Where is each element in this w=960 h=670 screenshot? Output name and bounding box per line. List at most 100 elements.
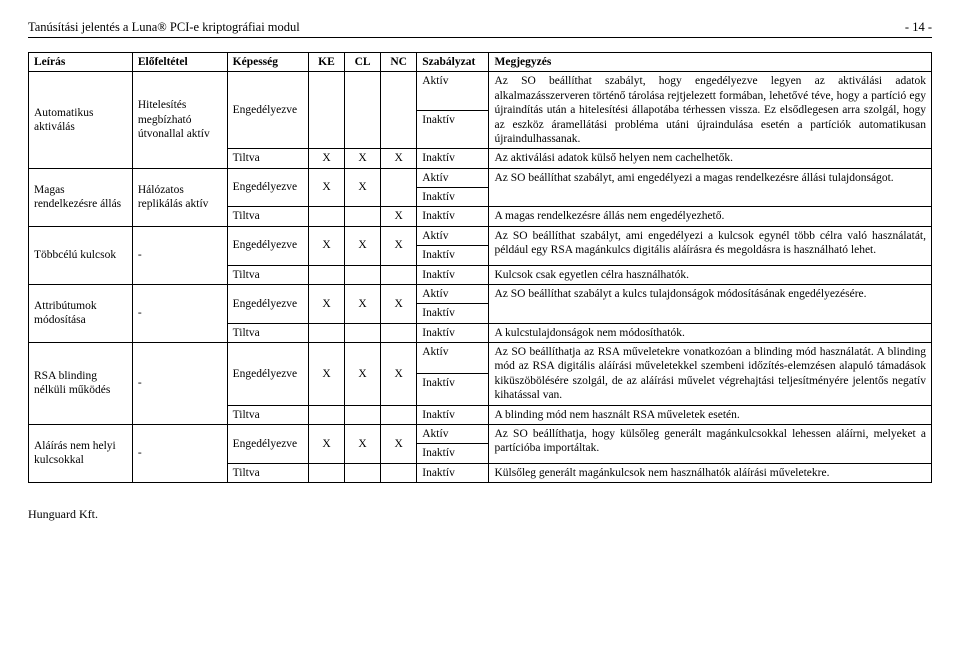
cell-megj: A kulcstulajdonságok nem módosíthatók. <box>489 323 932 342</box>
cell-leiras: Aláírás nem helyi kulcsokkal <box>29 424 133 482</box>
table-row: Attribútumok módosítása - Engedélyezve X… <box>29 284 932 303</box>
cell-szab: Inaktív <box>417 323 489 342</box>
cell-kep: Tiltva <box>227 323 308 342</box>
cell-cl: X <box>345 226 381 265</box>
cell-leiras: Automatikus aktiválás <box>29 72 133 168</box>
cell-szab: Inaktív <box>417 149 489 168</box>
cell-elo: - <box>132 343 227 425</box>
cell-megj: A magas rendelkezésre állás nem engedély… <box>489 207 932 226</box>
col-ke: KE <box>308 53 344 72</box>
cell-ke: X <box>308 149 344 168</box>
policy-table: Leírás Előfeltétel Képesség KE CL NC Sza… <box>28 52 932 483</box>
header-left: Tanúsítási jelentés a Luna® PCI-e kripto… <box>28 20 300 35</box>
cell-szab: Inaktív <box>417 463 489 482</box>
cell-nc: X <box>381 207 417 226</box>
cell-cl: X <box>345 284 381 323</box>
col-elofeltetel: Előfeltétel <box>132 53 227 72</box>
cell-megj: Az SO beállíthatja az RSA műveletekre vo… <box>489 343 932 406</box>
cell-szab: Aktív <box>417 72 489 110</box>
cell-szab: Inaktív <box>417 405 489 424</box>
cell-megj: A blinding mód nem használt RSA művelete… <box>489 405 932 424</box>
cell-megj: Az SO beállíthat szabályt, ami engedélye… <box>489 168 932 207</box>
cell-nc <box>381 168 417 207</box>
cell-ke: X <box>308 168 344 207</box>
table-row: Automatikus aktiválás Hitelesítés megbíz… <box>29 72 932 110</box>
cell-ke: X <box>308 226 344 265</box>
cell-nc: X <box>381 284 417 323</box>
cell-elo: - <box>132 226 227 284</box>
cell-nc <box>381 72 417 149</box>
cell-kep: Engedélyezve <box>227 72 308 149</box>
cell-leiras: Magas rendelkezésre állás <box>29 168 133 226</box>
cell-leiras: RSA blinding nélküli működés <box>29 343 133 425</box>
cell-kep: Engedélyezve <box>227 226 308 265</box>
cell-szab: Aktív <box>417 424 489 443</box>
cell-kep: Tiltva <box>227 149 308 168</box>
cell-kep: Engedélyezve <box>227 343 308 406</box>
cell-leiras: Attribútumok módosítása <box>29 284 133 342</box>
cell-nc: X <box>381 149 417 168</box>
cell-nc <box>381 405 417 424</box>
cell-kep: Tiltva <box>227 463 308 482</box>
cell-ke <box>308 265 344 284</box>
cell-szab: Inaktív <box>417 265 489 284</box>
cell-ke: X <box>308 424 344 463</box>
table-row: RSA blinding nélküli működés - Engedélye… <box>29 343 932 374</box>
cell-szab: Inaktív <box>417 444 489 463</box>
cell-megj: Az aktiválási adatok külső helyen nem ca… <box>489 149 932 168</box>
cell-ke <box>308 323 344 342</box>
cell-cl <box>345 323 381 342</box>
cell-megj: Az SO beállíthat szabályt, hogy engedély… <box>489 72 932 149</box>
table-row: Magas rendelkezésre állás Hálózatos repl… <box>29 168 932 187</box>
table-row: Aláírás nem helyi kulcsokkal - Engedélye… <box>29 424 932 443</box>
col-leiras: Leírás <box>29 53 133 72</box>
cell-szab: Aktív <box>417 284 489 303</box>
cell-cl: X <box>345 168 381 207</box>
cell-nc <box>381 323 417 342</box>
cell-kep: Engedélyezve <box>227 168 308 207</box>
cell-szab: Inaktív <box>417 374 489 405</box>
cell-cl <box>345 463 381 482</box>
cell-megj: Kulcsok csak egyetlen célra használhatók… <box>489 265 932 284</box>
cell-kep: Tiltva <box>227 405 308 424</box>
cell-leiras: Többcélú kulcsok <box>29 226 133 284</box>
cell-ke: X <box>308 284 344 323</box>
cell-megj: Az SO beállíthat szabályt, ami engedélye… <box>489 226 932 265</box>
cell-szab: Inaktív <box>417 246 489 265</box>
cell-elo: - <box>132 424 227 482</box>
cell-nc: X <box>381 343 417 406</box>
col-kepesseg: Képesség <box>227 53 308 72</box>
cell-nc: X <box>381 424 417 463</box>
cell-ke <box>308 405 344 424</box>
cell-nc <box>381 265 417 284</box>
cell-elo: Hitelesítés megbízható útvonallal aktív <box>132 72 227 168</box>
cell-elo: - <box>132 284 227 342</box>
cell-ke <box>308 207 344 226</box>
cell-ke: X <box>308 343 344 406</box>
cell-cl <box>345 72 381 149</box>
cell-cl: X <box>345 343 381 406</box>
header-right: - 14 - <box>905 20 932 35</box>
cell-nc: X <box>381 226 417 265</box>
page-header: Tanúsítási jelentés a Luna® PCI-e kripto… <box>28 20 932 38</box>
cell-elo: Hálózatos replikálás aktív <box>132 168 227 226</box>
cell-cl <box>345 265 381 284</box>
cell-ke <box>308 72 344 149</box>
cell-kep: Tiltva <box>227 265 308 284</box>
cell-megj: Az SO beállíthatja, hogy külsőleg generá… <box>489 424 932 463</box>
col-megjegyzes: Megjegyzés <box>489 53 932 72</box>
cell-szab: Aktív <box>417 168 489 187</box>
cell-cl <box>345 405 381 424</box>
cell-cl <box>345 207 381 226</box>
table-header-row: Leírás Előfeltétel Képesség KE CL NC Sza… <box>29 53 932 72</box>
cell-kep: Engedélyezve <box>227 424 308 463</box>
cell-szab: Inaktív <box>417 188 489 207</box>
cell-megj: Külsőleg generált magánkulcsok nem haszn… <box>489 463 932 482</box>
cell-kep: Tiltva <box>227 207 308 226</box>
cell-cl: X <box>345 149 381 168</box>
cell-ke <box>308 463 344 482</box>
cell-szab: Aktív <box>417 343 489 374</box>
table-row: Többcélú kulcsok - Engedélyezve X X X Ak… <box>29 226 932 245</box>
col-szabalyzat: Szabályzat <box>417 53 489 72</box>
cell-szab: Inaktív <box>417 207 489 226</box>
